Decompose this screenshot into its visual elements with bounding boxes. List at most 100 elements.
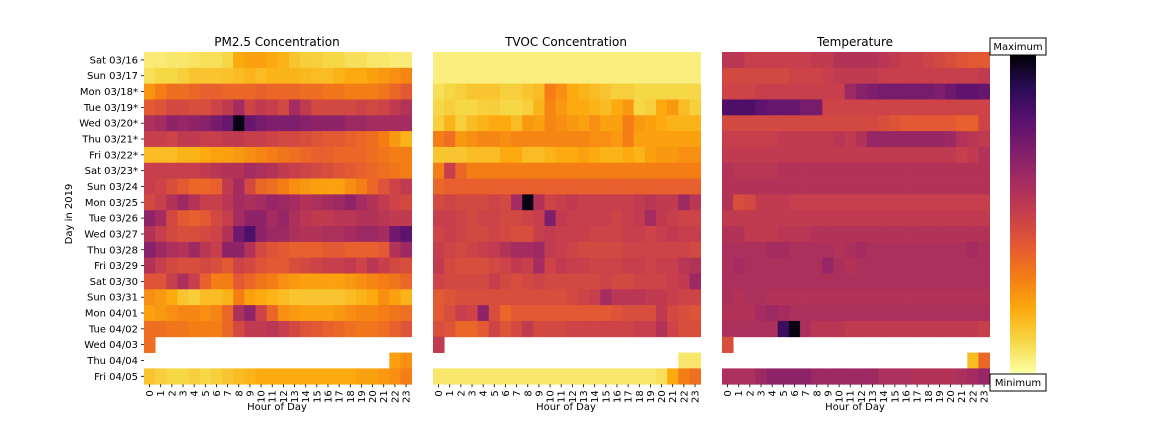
heatmap-cell (956, 226, 968, 243)
heatmap-cell (844, 178, 857, 195)
heatmap-cell (311, 52, 323, 69)
heatmap-cell (967, 178, 979, 195)
heatmap-cell (656, 146, 668, 164)
heatmap-cell (744, 131, 756, 148)
heatmap-cell (166, 241, 178, 259)
heatmap-cell (400, 99, 412, 116)
heatmap-cell (533, 305, 545, 322)
x-tick-label: 0 (145, 390, 156, 396)
heatmap-cell (511, 305, 523, 322)
heatmap-cell (811, 273, 823, 290)
heatmap-cell (300, 52, 312, 69)
heatmap-cell (956, 162, 968, 179)
heatmap-cell (967, 162, 979, 179)
x-tick-label: 5 (490, 390, 501, 396)
x-tick-label: 5 (201, 390, 212, 396)
heatmap-cell (811, 289, 823, 306)
heatmap-cell (777, 241, 790, 259)
heatmap-cell (455, 368, 467, 385)
heatmap-cell (956, 368, 968, 385)
heatmap-cell (889, 241, 901, 259)
heatmap-cell (277, 273, 290, 290)
heatmap-cell (922, 257, 935, 274)
heatmap-cell (288, 257, 301, 274)
heatmap-cell (533, 83, 545, 100)
heatmap-cell (511, 52, 523, 69)
heatmap-cell (355, 67, 368, 85)
heatmap-cell (622, 194, 635, 211)
heatmap-cell (511, 162, 523, 179)
heatmap-cell (466, 226, 478, 243)
heatmap-cell (367, 146, 379, 164)
heatmap-cell (333, 115, 346, 132)
heatmap-cell (733, 305, 745, 322)
heatmap-cell (244, 146, 256, 164)
heatmap-cell (367, 99, 379, 116)
heatmap-cell (945, 289, 957, 306)
heatmap-cell (444, 226, 456, 243)
heatmap-cell (900, 320, 912, 338)
heatmap-cell (833, 115, 846, 132)
heatmap-cell (689, 226, 701, 243)
heatmap-cell (933, 226, 946, 243)
heatmap-cell (522, 99, 534, 116)
heatmap-cell (922, 368, 935, 385)
heatmap-cell (233, 194, 245, 211)
heatmap-cell (600, 162, 612, 179)
heatmap-cell (933, 52, 946, 69)
heatmap-cell (255, 115, 268, 132)
heatmap-cell (900, 241, 912, 259)
heatmap-cell (266, 257, 279, 274)
heatmap-cell (144, 210, 156, 227)
heatmap-cell (844, 241, 857, 259)
heatmap-cell (555, 146, 568, 164)
heatmap-cell (266, 368, 279, 385)
heatmap-cell (488, 52, 501, 69)
heatmap-cell (978, 320, 990, 338)
heatmap-cell (800, 115, 812, 132)
heatmap-cell (644, 162, 657, 179)
heatmap-cell (300, 289, 312, 306)
heatmap-cell (589, 273, 601, 290)
heatmap-cell (744, 226, 756, 243)
heatmap-cell (667, 115, 679, 132)
heatmap-cell (566, 83, 579, 100)
heatmap-cell (400, 226, 412, 243)
heatmap-cell (744, 67, 756, 85)
x-tick-label: 1 (734, 390, 745, 396)
heatmap-cell (466, 210, 478, 227)
heatmap-cell (244, 194, 256, 211)
heatmap-cell (400, 352, 412, 369)
heatmap-cell (266, 83, 279, 100)
heatmap-cell (722, 162, 734, 179)
heatmap-cell (922, 241, 935, 259)
heatmap-cell (177, 257, 189, 274)
heatmap-cell (355, 52, 368, 69)
heatmap-cell (622, 210, 635, 227)
heatmap-cell (400, 289, 412, 306)
heatmap-cell (777, 257, 790, 274)
heatmap-cell (844, 368, 857, 385)
heatmap-cell (833, 305, 846, 322)
heatmap-cell (166, 305, 178, 322)
heatmap-cell (733, 83, 745, 100)
heatmap-cell (911, 178, 924, 195)
heatmap-cell (311, 194, 323, 211)
heatmap-cell (389, 194, 401, 211)
heatmap-cell (733, 178, 745, 195)
heatmap-cell (455, 226, 467, 243)
heatmap-cell (288, 289, 301, 306)
heatmap-cell (689, 352, 701, 369)
heatmap-cell (667, 162, 679, 179)
y-tick-label: Sun 03/17 (87, 71, 138, 82)
heatmap-cell (656, 52, 668, 69)
heatmap-cell (300, 368, 312, 385)
heatmap-cell (233, 257, 245, 274)
heatmap-cell (199, 273, 212, 290)
heatmap-cell (333, 257, 346, 274)
heatmap-cell (889, 131, 901, 148)
heatmap-cell (900, 210, 912, 227)
heatmap-cell (322, 83, 334, 100)
heatmap-cell (400, 52, 412, 69)
heatmap-cell (188, 67, 201, 85)
